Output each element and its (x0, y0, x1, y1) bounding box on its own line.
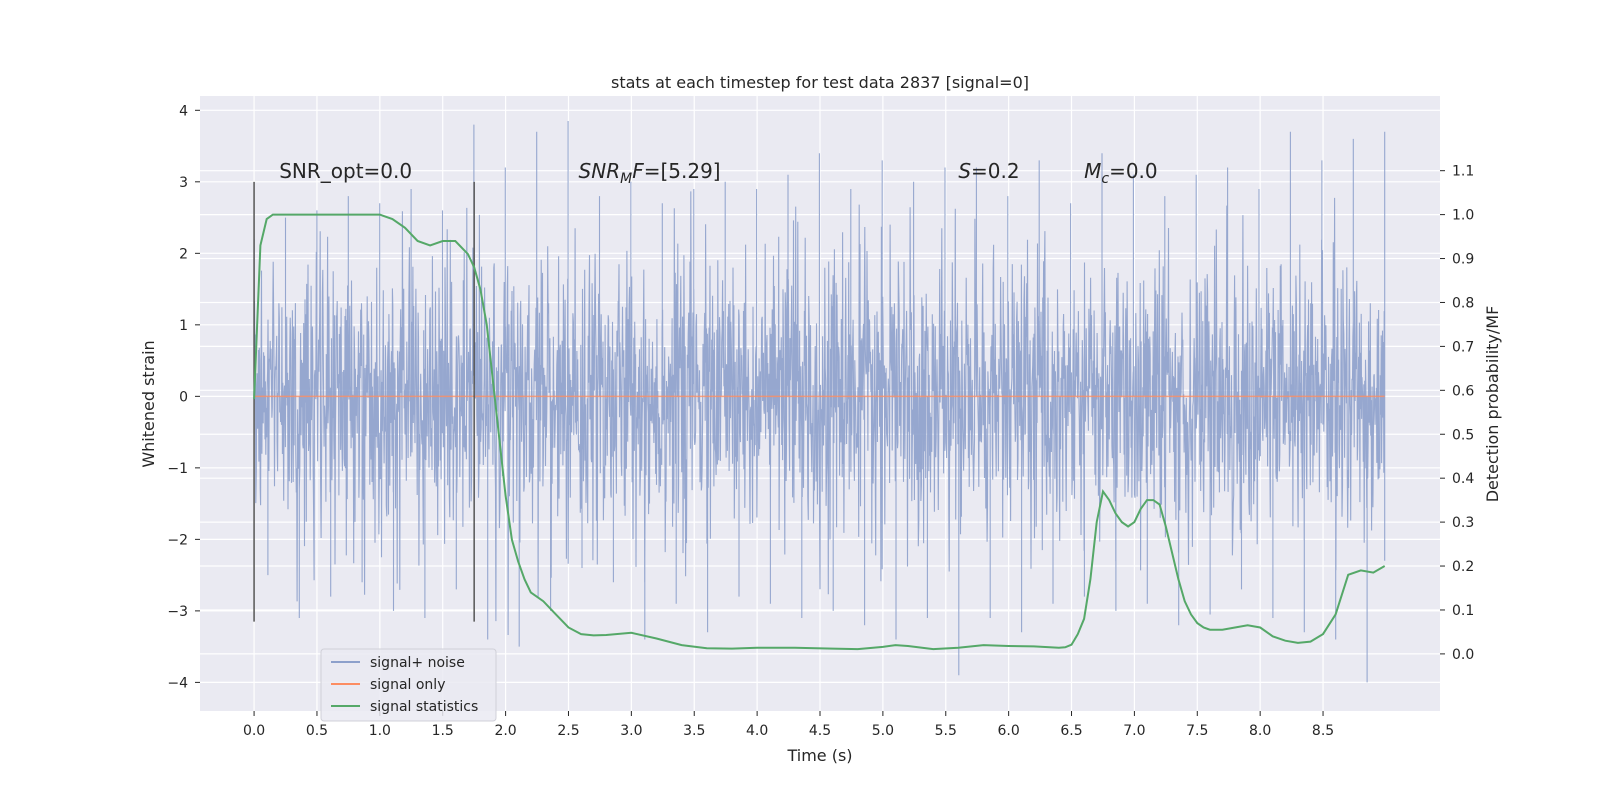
x-tick-label: 6.5 (1060, 723, 1082, 739)
x-tick-label: 7.5 (1186, 723, 1208, 739)
y-axis-label: Whitened strain (139, 340, 158, 467)
y2-tick-label: 0.0 (1452, 647, 1474, 663)
y2-tick-label: 1.1 (1452, 164, 1474, 180)
x-tick-label: 3.5 (683, 723, 705, 739)
y-tick-label: 1 (179, 318, 188, 334)
x-tick-label: 4.5 (809, 723, 831, 739)
x-axis-label: Time (s) (786, 746, 852, 765)
x-tick-label: 1.0 (369, 723, 391, 739)
y-tick-label: 2 (179, 246, 188, 262)
x-tick-label: 5.5 (935, 723, 957, 739)
y-tick-label: −3 (167, 604, 188, 620)
legend-label-signal-only: signal only (370, 677, 445, 693)
x-tick-label: 0.5 (306, 723, 328, 739)
annotation-text: SNR_opt=0.0 (279, 159, 412, 183)
annotation-text: SNRMF=[5.29] (579, 159, 721, 187)
y-axis-right: 0.0 0.1 0.2 0.3 0.4 0.5 0.6 0.7 0.8 0.9 1.0 1.1 (1440, 164, 1474, 663)
statistics-line (253, 213, 1386, 651)
y-tick-label: −2 (167, 532, 188, 548)
y2-tick-label: 0.7 (1452, 339, 1474, 355)
legend-label-statistics: signal statistics (370, 699, 478, 715)
y-tick-label: 0 (179, 389, 188, 405)
statistics-series (253, 213, 1386, 651)
x-tick-label: 8.5 (1312, 723, 1334, 739)
x-tick-label: 3.0 (620, 723, 642, 739)
x-axis: 0.0 0.5 1.0 1.5 2.0 2.5 3.0 3.5 4.0 4.5 5.0 5.5 6.0 6… (243, 711, 1334, 739)
y-tick-label: −1 (167, 461, 188, 477)
x-tick-label: 1.5 (432, 723, 454, 739)
x-tick-label: 6.0 (998, 723, 1020, 739)
y2-tick-label: 0.8 (1452, 295, 1474, 311)
x-tick-label: 0.0 (243, 723, 265, 739)
annotations: SNR_opt=0.0 SNRMF=[5.29] S=0.2 Mc=0.0 (279, 159, 1157, 187)
y2-tick-label: 0.6 (1452, 383, 1474, 399)
y2-tick-label: 0.2 (1452, 559, 1474, 575)
legend-box (320, 648, 497, 722)
legend: signal+ noise signal only signal statist… (320, 648, 497, 722)
y2-axis-label: Detection probability/MF (1483, 306, 1502, 503)
threshold-lines (253, 181, 475, 622)
x-tick-label: 7.0 (1123, 723, 1145, 739)
y2-tick-label: 0.1 (1452, 603, 1474, 619)
y2-tick-label: 0.3 (1452, 515, 1474, 531)
chart-title: stats at each timestep for test data 283… (611, 73, 1029, 92)
y-tick-label: −4 (167, 675, 188, 691)
x-tick-label: 4.0 (746, 723, 768, 739)
y2-tick-label: 0.5 (1452, 427, 1474, 443)
y2-tick-label: 1.0 (1452, 208, 1474, 224)
y-tick-label: 4 (179, 103, 188, 119)
y2-tick-label: 0.9 (1452, 252, 1474, 268)
x-tick-label: 5.0 (872, 723, 894, 739)
annotation-text: S=0.2 (958, 159, 1019, 183)
y-axis-left: −4 −3 −2 −1 0 1 2 3 4 (167, 103, 200, 691)
x-tick-label: 8.0 (1249, 723, 1271, 739)
x-tick-label: 2.0 (494, 723, 516, 739)
legend-label-noise: signal+ noise (370, 655, 465, 671)
y2-tick-label: 0.4 (1452, 471, 1474, 487)
x-tick-label: 2.5 (557, 723, 579, 739)
annotation-text: Mc=0.0 (1084, 159, 1158, 187)
y-tick-label: 3 (179, 175, 188, 191)
